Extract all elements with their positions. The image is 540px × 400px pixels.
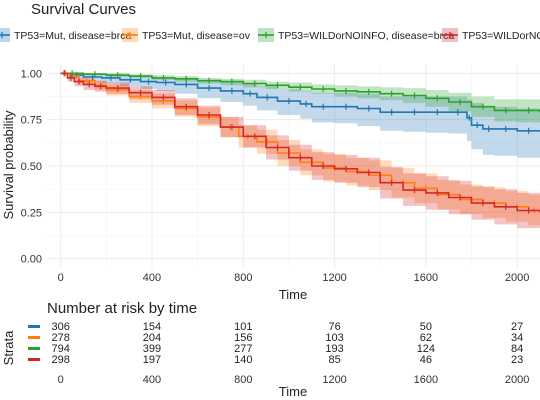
- risk-count: 23: [511, 354, 523, 366]
- survival-line-1: [60, 72, 540, 132]
- legend-label: TP53=WILDorNOINFO, disease=ov: [462, 30, 540, 42]
- risk-count: 124: [417, 343, 435, 355]
- x-tick-label: 1200: [322, 272, 346, 284]
- risk-x-tick-label: 0: [58, 374, 64, 386]
- risk-x-tick-label: 800: [234, 374, 252, 386]
- risk-count: 399: [143, 343, 161, 355]
- legend-label: TP53=Mut, disease=brca: [14, 30, 131, 42]
- y-tick-label: 1.00: [21, 68, 42, 80]
- plot-axes: 0.00 0.25 0.50 0.75 1.00 0 400 800 1200 1600 2000: [21, 68, 530, 284]
- risk-count: 154: [143, 321, 161, 333]
- risk-count: 156: [234, 332, 252, 344]
- risk-table: 306 154 101 76 50 27 278 204 156 103 62 34 794 399 277…: [28, 321, 529, 386]
- y-tick-label: 0.00: [21, 254, 42, 266]
- x-tick-label: 800: [234, 272, 252, 284]
- risk-row-1: 306 154 101 76 50 27: [28, 321, 523, 333]
- legend-item-1: TP53=Mut, disease=brca: [0, 28, 131, 42]
- risk-x-tick-label: 2000: [505, 374, 529, 386]
- x-tick-label: 400: [143, 272, 161, 284]
- risk-count: 794: [52, 343, 70, 355]
- x-tick-label: 0: [58, 272, 64, 284]
- risk-count: 103: [325, 332, 343, 344]
- x-axis-label: Time: [279, 287, 307, 302]
- risk-y-axis-label: Strata: [1, 330, 16, 365]
- legend: TP53=Mut, disease=brca TP53=Mut, disease=…: [0, 28, 540, 42]
- risk-row-4: 298 197 140 85 46 23: [28, 354, 523, 366]
- risk-count: 193: [325, 343, 343, 355]
- risk-count: 27: [511, 321, 523, 333]
- y-tick-label: 0.50: [21, 161, 42, 173]
- risk-x-tick-label: 1600: [414, 374, 438, 386]
- risk-count: 76: [328, 321, 340, 333]
- risk-count: 197: [143, 354, 161, 366]
- y-tick-label: 0.75: [21, 115, 42, 127]
- y-tick-label: 0.25: [21, 207, 42, 219]
- risk-x-tick-label: 400: [143, 374, 161, 386]
- risk-x-axis-label: Time: [279, 384, 307, 399]
- risk-count: 46: [420, 354, 432, 366]
- legend-label: TP53=WILDorNOINFO, disease=brca: [278, 30, 454, 42]
- risk-x-tick-label: 1200: [322, 374, 346, 386]
- risk-count: 34: [511, 332, 523, 344]
- risk-count: 140: [234, 354, 252, 366]
- confidence-band-1: [60, 73, 540, 159]
- risk-count: 85: [328, 354, 340, 366]
- survival-lines: [60, 70, 540, 214]
- risk-count: 101: [234, 321, 252, 333]
- risk-table-title: Number at risk by time: [47, 300, 197, 317]
- risk-count: 278: [52, 332, 70, 344]
- risk-count: 50: [420, 321, 432, 333]
- legend-item-3: TP53=WILDorNOINFO, disease=brca: [258, 28, 454, 42]
- risk-count: 298: [52, 354, 70, 366]
- legend-item-4: TP53=WILDorNOINFO, disease=ov: [442, 28, 540, 42]
- x-tick-label: 2000: [505, 272, 529, 284]
- risk-count: 277: [234, 343, 252, 355]
- x-tick-label: 1600: [414, 272, 438, 284]
- risk-count: 62: [420, 332, 432, 344]
- risk-row-3: 794 399 277 193 124 84: [28, 343, 523, 355]
- survival-line-4: [60, 72, 540, 213]
- risk-count: 84: [511, 343, 523, 355]
- y-axis-label: Survival probability: [1, 110, 16, 220]
- legend-label: TP53=Mut, disease=ov: [142, 30, 251, 42]
- risk-count: 306: [52, 321, 70, 333]
- chart-title: Survival Curves: [31, 1, 136, 18]
- confidence-band-3: [60, 73, 540, 126]
- risk-row-2: 278 204 156 103 62 34: [28, 332, 523, 344]
- legend-item-2: TP53=Mut, disease=ov: [122, 28, 251, 42]
- risk-count: 204: [143, 332, 161, 344]
